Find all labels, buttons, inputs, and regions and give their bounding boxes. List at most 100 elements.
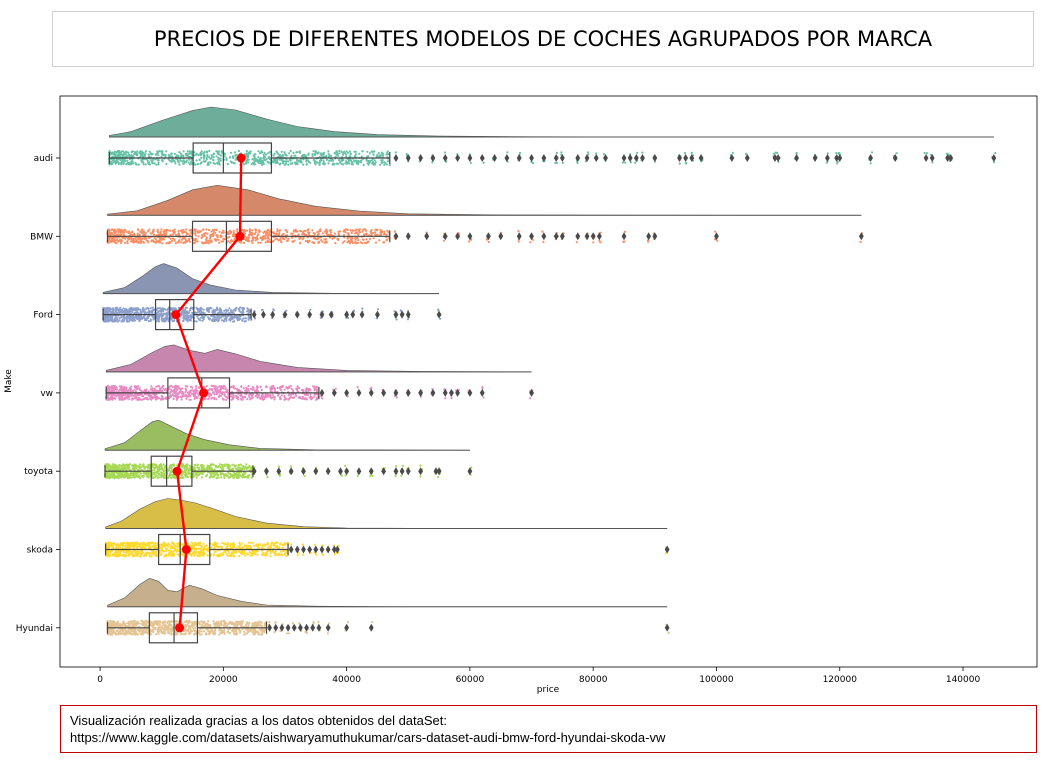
strip-point-audi <box>338 149 341 153</box>
strip-point-audi <box>342 163 345 166</box>
strip-point-audi <box>826 152 829 155</box>
strip-point-bmw <box>259 236 262 239</box>
strip-point-ford <box>157 320 161 323</box>
strip-point-bmw <box>109 234 112 237</box>
strip-point-ford <box>129 316 132 319</box>
strip-point-audi <box>325 154 328 158</box>
strip-point-toyota <box>199 464 202 467</box>
strip-point-toyota <box>186 475 189 478</box>
strip-point-vw <box>260 395 264 399</box>
strip-point-audi <box>259 161 262 164</box>
strip-point-bmw <box>230 240 233 243</box>
strip-point-bmw <box>163 231 166 234</box>
strip-point-toyota <box>152 473 155 476</box>
strip-point-bmw <box>381 230 384 233</box>
strip-point-bmw <box>353 241 357 244</box>
strip-point-bmw <box>202 232 205 235</box>
strip-point-vw <box>192 392 195 396</box>
strip-point-ford <box>132 317 135 321</box>
strip-point-ford <box>216 308 219 311</box>
strip-point-vw <box>162 384 165 387</box>
strip-point-audi <box>131 162 135 165</box>
strip-point-audi <box>518 151 522 155</box>
strip-point-vw <box>306 394 310 397</box>
strip-point-bmw <box>177 232 180 235</box>
strip-point-toyota <box>128 468 131 471</box>
strip-point-vw <box>280 394 283 397</box>
strip-point-toyota <box>340 474 343 477</box>
strip-point-audi <box>200 161 203 164</box>
strip-point-vw <box>444 397 447 400</box>
strip-point-toyota <box>161 468 164 471</box>
strip-point-vw <box>136 386 139 389</box>
strip-point-bmw <box>221 240 225 243</box>
strip-point-toyota <box>113 463 116 466</box>
strip-point-toyota <box>122 463 125 466</box>
strip-point-audi <box>292 151 295 154</box>
strip-point-audi <box>307 153 310 156</box>
strip-point-bmw <box>169 229 172 232</box>
strip-point-bmw <box>359 241 362 244</box>
strip-point-vw <box>271 387 274 390</box>
strip-point-bmw <box>111 228 114 231</box>
strip-point-audi <box>327 155 330 158</box>
strip-point-bmw <box>350 229 354 232</box>
strip-point-audi <box>260 150 263 153</box>
strip-point-bmw <box>210 233 213 236</box>
strip-point-vw <box>109 393 113 396</box>
strip-point-bmw <box>344 231 347 234</box>
strip-point-vw <box>150 385 153 388</box>
strip-point-audi <box>555 151 559 154</box>
strip-point-ford <box>238 317 241 320</box>
strip-point-toyota <box>162 463 165 466</box>
strip-point-audi <box>154 158 157 161</box>
strip-point-audi <box>311 153 314 156</box>
strip-point-bmw <box>257 241 260 244</box>
strip-point-audi <box>140 158 143 162</box>
strip-point-ford <box>105 309 109 313</box>
strip-point-vw <box>314 393 318 396</box>
strip-point-audi <box>233 151 236 154</box>
strip-point-toyota <box>344 464 347 467</box>
strip-point-bmw <box>254 231 257 234</box>
strip-point-audi <box>246 156 250 159</box>
strip-point-audi <box>273 152 276 155</box>
strip-point-bmw <box>286 230 289 234</box>
strip-point-vw <box>316 396 319 399</box>
strip-point-vw <box>249 387 252 390</box>
strip-point-audi <box>347 160 350 163</box>
strip-point-bmw <box>342 230 345 233</box>
strip-point-ford <box>189 317 192 321</box>
strip-point-vw <box>262 397 265 400</box>
strip-point-toyota <box>122 468 125 471</box>
strip-point-ford <box>218 317 221 320</box>
strip-point-bmw <box>262 237 265 240</box>
strip-point-ford <box>139 318 142 321</box>
strip-point-toyota <box>187 468 190 471</box>
strip-point-audi <box>325 158 329 161</box>
strip-point-audi <box>284 153 287 156</box>
strip-point-vw <box>195 387 198 390</box>
strip-point-audi <box>327 150 330 153</box>
strip-point-bmw <box>243 241 246 244</box>
strip-point-ford <box>247 308 250 311</box>
strip-point-ford <box>437 309 440 312</box>
strip-point-ford <box>406 318 409 321</box>
title-box: PRECIOS DE DIFERENTES MODELOS DE COCHES … <box>52 11 1034 67</box>
strip-point-bmw <box>280 241 283 244</box>
strip-point-audi <box>318 161 321 164</box>
strip-point-ford <box>112 311 115 314</box>
strip-point-bmw <box>278 238 281 241</box>
strip-point-bmw <box>286 239 289 242</box>
strip-point-audi <box>118 154 121 157</box>
strip-point-toyota <box>163 472 166 475</box>
strip-point-toyota <box>131 473 134 477</box>
strip-point-audi <box>283 151 286 154</box>
strip-point-audi <box>243 163 246 166</box>
strip-point-bmw <box>238 240 241 243</box>
strip-point-audi <box>183 160 186 163</box>
strip-point-audi <box>115 151 118 154</box>
strip-point-vw <box>290 393 293 396</box>
strip-point-audi <box>368 161 371 164</box>
strip-point-bmw <box>304 240 307 243</box>
